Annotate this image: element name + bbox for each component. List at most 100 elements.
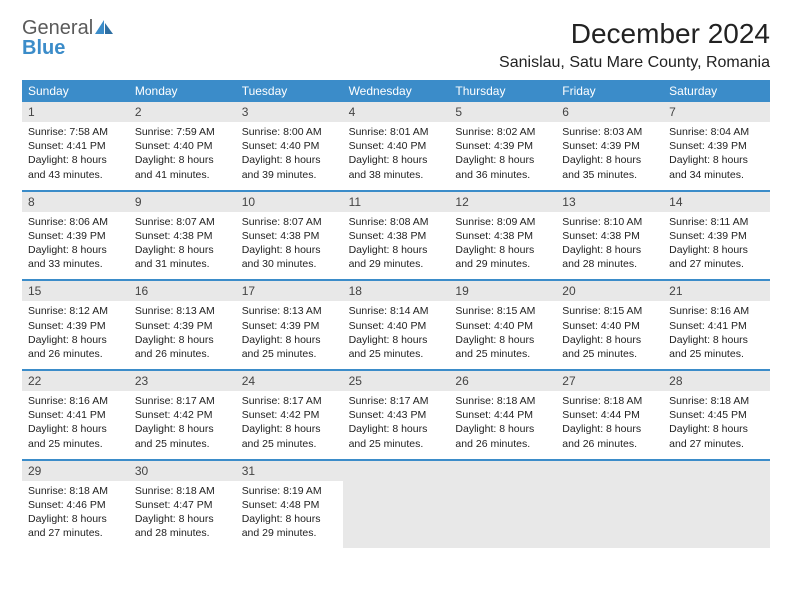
sunrise-text: Sunrise: 8:13 AM — [135, 304, 230, 318]
sunrise-text: Sunrise: 8:09 AM — [455, 215, 550, 229]
sunrise-text: Sunrise: 8:12 AM — [28, 304, 123, 318]
sunrise-text: Sunrise: 7:59 AM — [135, 125, 230, 139]
sunrise-text: Sunrise: 8:18 AM — [562, 394, 657, 408]
sunrise-text: Sunrise: 8:18 AM — [669, 394, 764, 408]
day-number: 16 — [129, 281, 236, 301]
sunset-text: Sunset: 4:38 PM — [455, 229, 550, 243]
day-info: Sunrise: 8:16 AMSunset: 4:41 PMDaylight:… — [663, 301, 770, 369]
daylight-text: Daylight: 8 hours and 25 minutes. — [349, 333, 444, 361]
daylight-text: Daylight: 8 hours and 43 minutes. — [28, 153, 123, 181]
daylight-text: Daylight: 8 hours and 34 minutes. — [669, 153, 764, 181]
sunset-text: Sunset: 4:44 PM — [455, 408, 550, 422]
daylight-text: Daylight: 8 hours and 25 minutes. — [669, 333, 764, 361]
day-number: 24 — [236, 371, 343, 391]
sunset-text: Sunset: 4:40 PM — [455, 319, 550, 333]
sunset-text: Sunset: 4:38 PM — [242, 229, 337, 243]
daylight-text: Daylight: 8 hours and 28 minutes. — [562, 243, 657, 271]
day-number: 8 — [22, 192, 129, 212]
sunrise-text: Sunrise: 8:03 AM — [562, 125, 657, 139]
sunrise-text: Sunrise: 8:17 AM — [135, 394, 230, 408]
day-number: 12 — [449, 192, 556, 212]
day-info: Sunrise: 8:13 AMSunset: 4:39 PMDaylight:… — [129, 301, 236, 369]
week-info-row: Sunrise: 8:06 AMSunset: 4:39 PMDaylight:… — [22, 212, 770, 280]
sunset-text: Sunset: 4:39 PM — [455, 139, 550, 153]
sunset-text: Sunset: 4:39 PM — [242, 319, 337, 333]
day-info — [343, 481, 450, 549]
daylight-text: Daylight: 8 hours and 35 minutes. — [562, 153, 657, 181]
day-info: Sunrise: 8:18 AMSunset: 4:44 PMDaylight:… — [556, 391, 663, 459]
sunrise-text: Sunrise: 8:14 AM — [349, 304, 444, 318]
day-number: 15 — [22, 281, 129, 301]
day-number: 29 — [22, 461, 129, 481]
day-info: Sunrise: 8:04 AMSunset: 4:39 PMDaylight:… — [663, 122, 770, 190]
day-info: Sunrise: 8:19 AMSunset: 4:48 PMDaylight:… — [236, 481, 343, 549]
day-info: Sunrise: 8:18 AMSunset: 4:44 PMDaylight:… — [449, 391, 556, 459]
day-number — [663, 461, 770, 481]
week-info-row: Sunrise: 7:58 AMSunset: 4:41 PMDaylight:… — [22, 122, 770, 190]
sunrise-text: Sunrise: 8:13 AM — [242, 304, 337, 318]
daylight-text: Daylight: 8 hours and 25 minutes. — [455, 333, 550, 361]
brand-logo: General Blue — [22, 18, 113, 58]
brand-text: General Blue — [22, 18, 113, 58]
day-number: 3 — [236, 102, 343, 122]
title-block: December 2024 Sanislau, Satu Mare County… — [499, 18, 770, 72]
sunset-text: Sunset: 4:44 PM — [562, 408, 657, 422]
day-number: 17 — [236, 281, 343, 301]
daylight-text: Daylight: 8 hours and 25 minutes. — [242, 333, 337, 361]
sunrise-text: Sunrise: 8:04 AM — [669, 125, 764, 139]
day-number: 23 — [129, 371, 236, 391]
daylight-text: Daylight: 8 hours and 26 minutes. — [455, 422, 550, 450]
daylight-text: Daylight: 8 hours and 39 minutes. — [242, 153, 337, 181]
header: General Blue December 2024 Sanislau, Sat… — [22, 18, 770, 72]
sunset-text: Sunset: 4:39 PM — [135, 319, 230, 333]
sunrise-text: Sunrise: 8:15 AM — [455, 304, 550, 318]
sunset-text: Sunset: 4:38 PM — [562, 229, 657, 243]
day-number — [556, 461, 663, 481]
day-number: 6 — [556, 102, 663, 122]
day-info: Sunrise: 8:12 AMSunset: 4:39 PMDaylight:… — [22, 301, 129, 369]
location: Sanislau, Satu Mare County, Romania — [499, 54, 770, 72]
day-number: 11 — [343, 192, 450, 212]
day-number: 13 — [556, 192, 663, 212]
daylight-text: Daylight: 8 hours and 33 minutes. — [28, 243, 123, 271]
daylight-text: Daylight: 8 hours and 25 minutes. — [135, 422, 230, 450]
sunrise-text: Sunrise: 8:16 AM — [28, 394, 123, 408]
week-daynum-row: 293031 — [22, 459, 770, 481]
daylight-text: Daylight: 8 hours and 31 minutes. — [135, 243, 230, 271]
day-info: Sunrise: 8:07 AMSunset: 4:38 PMDaylight:… — [236, 212, 343, 280]
sunrise-text: Sunrise: 8:15 AM — [562, 304, 657, 318]
day-number: 2 — [129, 102, 236, 122]
sunset-text: Sunset: 4:39 PM — [562, 139, 657, 153]
sunset-text: Sunset: 4:39 PM — [28, 319, 123, 333]
day-info: Sunrise: 7:58 AMSunset: 4:41 PMDaylight:… — [22, 122, 129, 190]
day-number — [449, 461, 556, 481]
day-number: 10 — [236, 192, 343, 212]
day-info: Sunrise: 8:09 AMSunset: 4:38 PMDaylight:… — [449, 212, 556, 280]
sunrise-text: Sunrise: 8:18 AM — [28, 484, 123, 498]
day-header-thu: Thursday — [449, 80, 556, 102]
sunrise-text: Sunrise: 8:16 AM — [669, 304, 764, 318]
day-info: Sunrise: 8:10 AMSunset: 4:38 PMDaylight:… — [556, 212, 663, 280]
sunrise-text: Sunrise: 8:18 AM — [455, 394, 550, 408]
sunset-text: Sunset: 4:40 PM — [562, 319, 657, 333]
day-number: 9 — [129, 192, 236, 212]
day-info: Sunrise: 8:17 AMSunset: 4:42 PMDaylight:… — [236, 391, 343, 459]
day-header-tue: Tuesday — [236, 80, 343, 102]
day-info: Sunrise: 8:06 AMSunset: 4:39 PMDaylight:… — [22, 212, 129, 280]
sunrise-text: Sunrise: 7:58 AM — [28, 125, 123, 139]
weeks-container: 1234567Sunrise: 7:58 AMSunset: 4:41 PMDa… — [22, 102, 770, 548]
daylight-text: Daylight: 8 hours and 25 minutes. — [349, 422, 444, 450]
day-header-mon: Monday — [129, 80, 236, 102]
week-info-row: Sunrise: 8:12 AMSunset: 4:39 PMDaylight:… — [22, 301, 770, 369]
daylight-text: Daylight: 8 hours and 27 minutes. — [669, 422, 764, 450]
sunset-text: Sunset: 4:46 PM — [28, 498, 123, 512]
week-info-row: Sunrise: 8:16 AMSunset: 4:41 PMDaylight:… — [22, 391, 770, 459]
sunset-text: Sunset: 4:40 PM — [242, 139, 337, 153]
month-title: December 2024 — [499, 18, 770, 50]
daylight-text: Daylight: 8 hours and 26 minutes. — [562, 422, 657, 450]
sunset-text: Sunset: 4:40 PM — [135, 139, 230, 153]
brand-part1: General — [22, 17, 93, 39]
day-info: Sunrise: 8:02 AMSunset: 4:39 PMDaylight:… — [449, 122, 556, 190]
sunset-text: Sunset: 4:39 PM — [28, 229, 123, 243]
sunset-text: Sunset: 4:48 PM — [242, 498, 337, 512]
